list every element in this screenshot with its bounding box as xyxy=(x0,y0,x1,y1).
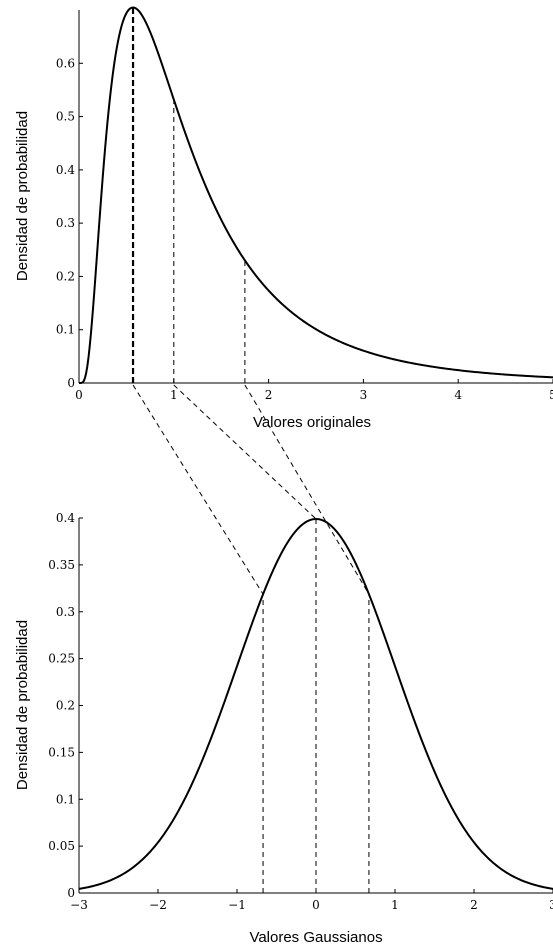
bottom-y-axis-label: Densidad de probabilidad xyxy=(14,620,31,790)
x-tick-label: 2 xyxy=(470,898,478,912)
y-tick-label: 0.3 xyxy=(56,216,75,230)
bottom-gaussian-curve xyxy=(78,517,553,890)
y-tick-label: 0 xyxy=(67,376,75,390)
x-tick-label: −2 xyxy=(149,898,167,912)
mapping-line xyxy=(132,384,264,595)
y-tick-label: 0.4 xyxy=(56,163,75,177)
x-tick-label: 3 xyxy=(360,388,368,402)
x-tick-label: 3 xyxy=(549,898,553,912)
x-tick-label: 4 xyxy=(454,388,462,402)
top-x-axis-label: Valores originales xyxy=(253,414,371,431)
top-density-curve xyxy=(79,6,553,384)
y-tick-label: 0.2 xyxy=(56,269,75,283)
bottom-x-axis-label: Valores Gaussianos xyxy=(249,929,382,946)
mapping-line xyxy=(173,384,317,520)
x-tick-label: −3 xyxy=(70,898,88,912)
y-tick-label: 0.3 xyxy=(56,605,75,619)
y-tick-label: 0.1 xyxy=(56,323,75,337)
top-y-axis-label: Densidad de probabilidad xyxy=(14,111,31,281)
y-tick-label: 0.35 xyxy=(48,558,75,572)
y-tick-label: 0.15 xyxy=(48,745,75,759)
y-tick-label: 0.1 xyxy=(56,792,75,806)
x-tick-label: 1 xyxy=(170,388,178,402)
top-chart: 0 0.1 0.2 0.3 0.4 0.5 0.6 0 1 2 3 4 5 Valores origi… xyxy=(14,6,553,431)
x-tick-label: 0 xyxy=(312,898,320,912)
x-tick-label: 2 xyxy=(265,388,273,402)
bottom-chart: 0 0.05 0.1 0.15 0.2 0.25 0.3 0.35 0.4 −3 −2 −1 0 1 2 3… xyxy=(14,511,553,946)
x-tick-label: 0 xyxy=(75,388,83,402)
y-tick-label: 0.6 xyxy=(56,56,75,70)
mapping-line xyxy=(244,384,370,595)
y-tick-label: 0.25 xyxy=(48,652,75,666)
x-tick-label: 1 xyxy=(391,898,399,912)
x-tick-label: 5 xyxy=(549,388,553,402)
y-tick-label: 0.05 xyxy=(48,839,75,853)
y-tick-label: 0.5 xyxy=(56,110,75,124)
mapping-lines xyxy=(132,384,370,595)
y-tick-label: 0 xyxy=(67,886,75,900)
y-tick-label: 0.4 xyxy=(56,511,75,525)
y-tick-label: 0.2 xyxy=(56,699,75,713)
x-tick-label: −1 xyxy=(228,898,246,912)
